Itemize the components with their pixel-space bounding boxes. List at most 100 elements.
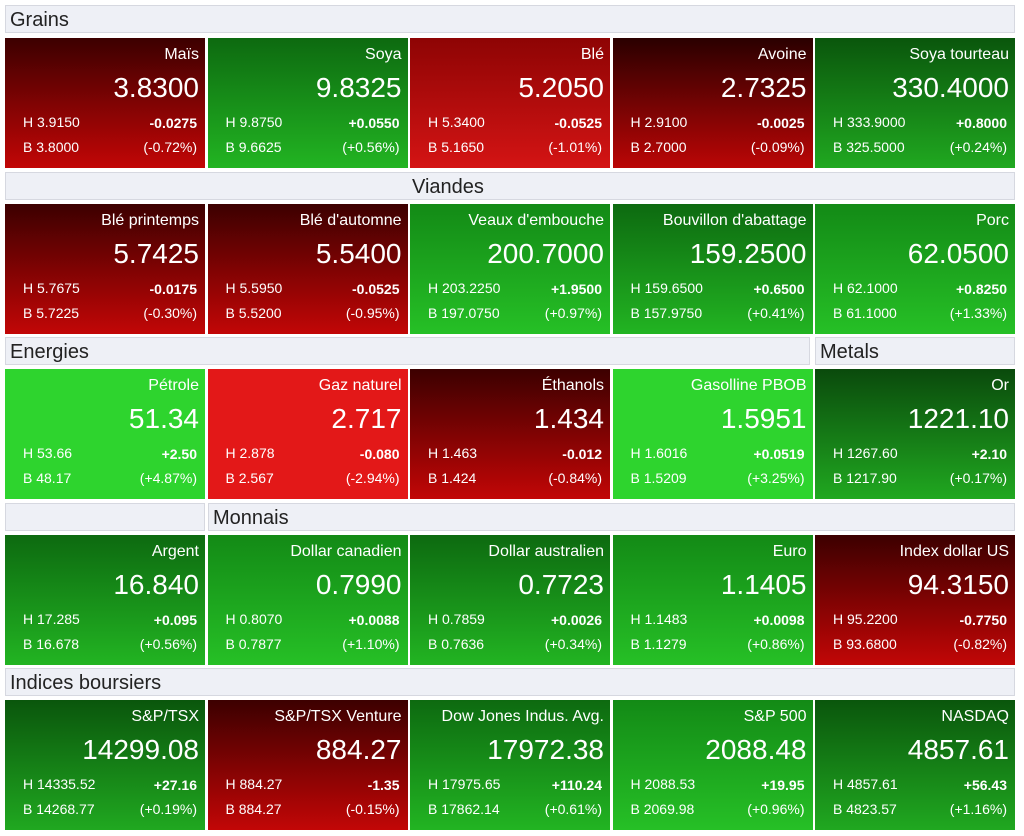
quote-tile: Porc 62.0500 H 62.1000 +0.8250 B 61.1000 (+1.…	[815, 204, 1015, 334]
quote-change: +0.8250	[956, 281, 1007, 297]
quote-name: S&P/TSX Venture	[274, 708, 402, 725]
quote-tile: Soya tourteau 330.4000 H 333.9000 +0.8000 B …	[815, 38, 1015, 168]
section-header: Viandes	[5, 172, 1015, 200]
quote-change: +0.0088	[348, 612, 400, 628]
quote-high: H 333.9000	[833, 114, 906, 130]
quote-price: 51.34	[128, 403, 199, 434]
quote-high: H 4857.61	[833, 776, 898, 792]
quote-name: S&P 500	[743, 708, 807, 725]
quote-name: NASDAQ	[941, 708, 1009, 725]
quote-price: 16.840	[113, 569, 199, 600]
quote-tile: S&P/TSX 14299.08 H 14335.52 +27.16 B 14268.7…	[5, 700, 205, 830]
quote-tile: S&P/TSX Venture 884.27 H 884.27 -1.35 B 884.…	[207, 700, 408, 830]
quote-change: -0.0025	[757, 115, 805, 131]
quote-low: B 325.5000	[833, 139, 905, 155]
quote-price: 159.2500	[689, 238, 807, 269]
quote-change: -0.0275	[149, 115, 197, 131]
quote-price: 200.7000	[487, 238, 604, 269]
quote-change: +0.0098	[753, 612, 805, 628]
quote-high: H 159.6500	[630, 280, 703, 296]
quote-high: H 53.66	[23, 445, 73, 461]
quote-percent: (+3.25%)	[747, 470, 805, 486]
quote-high: H 5.3400	[428, 114, 485, 130]
quote-name: Soya tourteau	[909, 46, 1009, 63]
quote-price: 0.7990	[315, 569, 402, 600]
quote-percent: (+1.33%)	[949, 305, 1007, 321]
quote-change: +0.8000	[956, 115, 1007, 131]
quote-high: H 203.2250	[428, 280, 501, 296]
section-header: Grains	[5, 5, 1015, 33]
quote-low: B 16.678	[23, 636, 80, 652]
quote-percent: (+0.61%)	[544, 801, 602, 817]
quote-name: Bouvillon d'abattage	[662, 212, 807, 229]
quote-name: Porc	[976, 212, 1009, 229]
quote-name: Or	[991, 377, 1009, 394]
quote-tile: Avoine 2.7325 H 2.9100 -0.0025 B 2.7000 (-0.0…	[612, 38, 813, 168]
quote-high: H 5.7675	[23, 280, 80, 296]
quote-price: 4857.61	[907, 734, 1009, 765]
quote-name: Argent	[151, 543, 199, 560]
quote-high: H 1.1483	[630, 611, 688, 627]
quote-name: Gasolline PBOB	[690, 377, 807, 394]
quote-price: 1.434	[533, 403, 604, 434]
quote-low: B 1.1279	[630, 636, 687, 652]
quote-high: H 5.5950	[225, 280, 283, 296]
quote-tile: Blé printemps 5.7425 H 5.7675 -0.0175 B 5.72…	[5, 204, 205, 334]
quote-low: B 197.0750	[428, 305, 500, 321]
quote-change: +2.10	[971, 446, 1007, 462]
quote-name: Maïs	[164, 46, 199, 63]
header-spacer	[5, 503, 205, 531]
quote-percent: (-1.01%)	[548, 139, 602, 155]
section-header: Monnais	[208, 503, 1015, 531]
quote-price: 3.8300	[113, 72, 199, 103]
quote-name: S&P/TSX	[131, 708, 199, 725]
quote-change: +0.0519	[753, 446, 805, 462]
quote-low: B 0.7877	[225, 636, 282, 652]
quote-name: Blé	[580, 46, 604, 63]
quote-high: H 17975.65	[428, 776, 501, 792]
quote-low: B 157.9750	[630, 305, 703, 321]
quote-percent: (+0.96%)	[747, 801, 805, 817]
quote-low: B 17862.14	[428, 801, 500, 817]
quote-change: -0.0525	[352, 281, 400, 297]
quote-percent: (+0.56%)	[139, 636, 197, 652]
quote-change: -0.0525	[554, 115, 602, 131]
quote-high: H 0.7859	[428, 611, 485, 627]
quote-change: +0.095	[153, 612, 197, 628]
quote-name: Éthanols	[541, 377, 604, 394]
quote-percent: (+0.17%)	[949, 470, 1007, 486]
quote-name: Dollar canadien	[290, 543, 402, 560]
quote-tile: Bouvillon d'abattage 159.2500 H 159.6500 +0…	[612, 204, 813, 334]
quote-low: B 2.7000	[630, 139, 687, 155]
quote-tile: Dollar australien 0.7723 H 0.7859 +0.0026 B …	[410, 535, 610, 665]
quote-percent: (+1.10%)	[342, 636, 400, 652]
quote-tile: S&P 500 2088.48 H 2088.53 +19.95 B 2069.98 (+…	[612, 700, 813, 830]
quote-tile: Pétrole 51.34 H 53.66 +2.50 B 48.17 (+4.87%)	[5, 369, 205, 499]
quote-low: B 61.1000	[833, 305, 897, 321]
quote-tile: Éthanols 1.434 H 1.463 -0.012 B 1.424 (-0.84%…	[410, 369, 610, 499]
quote-high: H 9.8750	[225, 114, 283, 130]
quote-price: 0.7723	[518, 569, 604, 600]
quote-tile: Dow Jones Indus. Avg. 17972.38 H 17975.65 +…	[410, 700, 610, 830]
quote-price: 2088.48	[705, 734, 807, 765]
quote-low: B 884.27	[225, 801, 282, 817]
quote-name: Avoine	[757, 46, 807, 63]
quote-low: B 1217.90	[833, 470, 897, 486]
quote-change: -0.080	[359, 446, 400, 462]
quote-tile: Blé 5.2050 H 5.3400 -0.0525 B 5.1650 (-1.01%)	[410, 38, 610, 168]
quote-high: H 62.1000	[833, 280, 898, 296]
quote-high: H 884.27	[225, 776, 283, 792]
quote-low: B 4823.57	[833, 801, 897, 817]
quote-percent: (-0.72%)	[143, 139, 197, 155]
quote-high: H 95.2200	[833, 611, 898, 627]
quote-name: Dollar australien	[488, 543, 604, 560]
quote-high: H 1267.60	[833, 445, 898, 461]
quote-low: B 0.7636	[428, 636, 485, 652]
quote-low: B 14268.77	[23, 801, 95, 817]
quote-low: B 1.424	[428, 470, 477, 486]
quote-price: 5.2050	[518, 72, 604, 103]
quote-low: B 3.8000	[23, 139, 80, 155]
quote-high: H 1.463	[428, 445, 478, 461]
section-header: Metals	[815, 337, 1015, 365]
quote-tile: Argent 16.840 H 17.285 +0.095 B 16.678 (+0.56…	[5, 535, 205, 665]
